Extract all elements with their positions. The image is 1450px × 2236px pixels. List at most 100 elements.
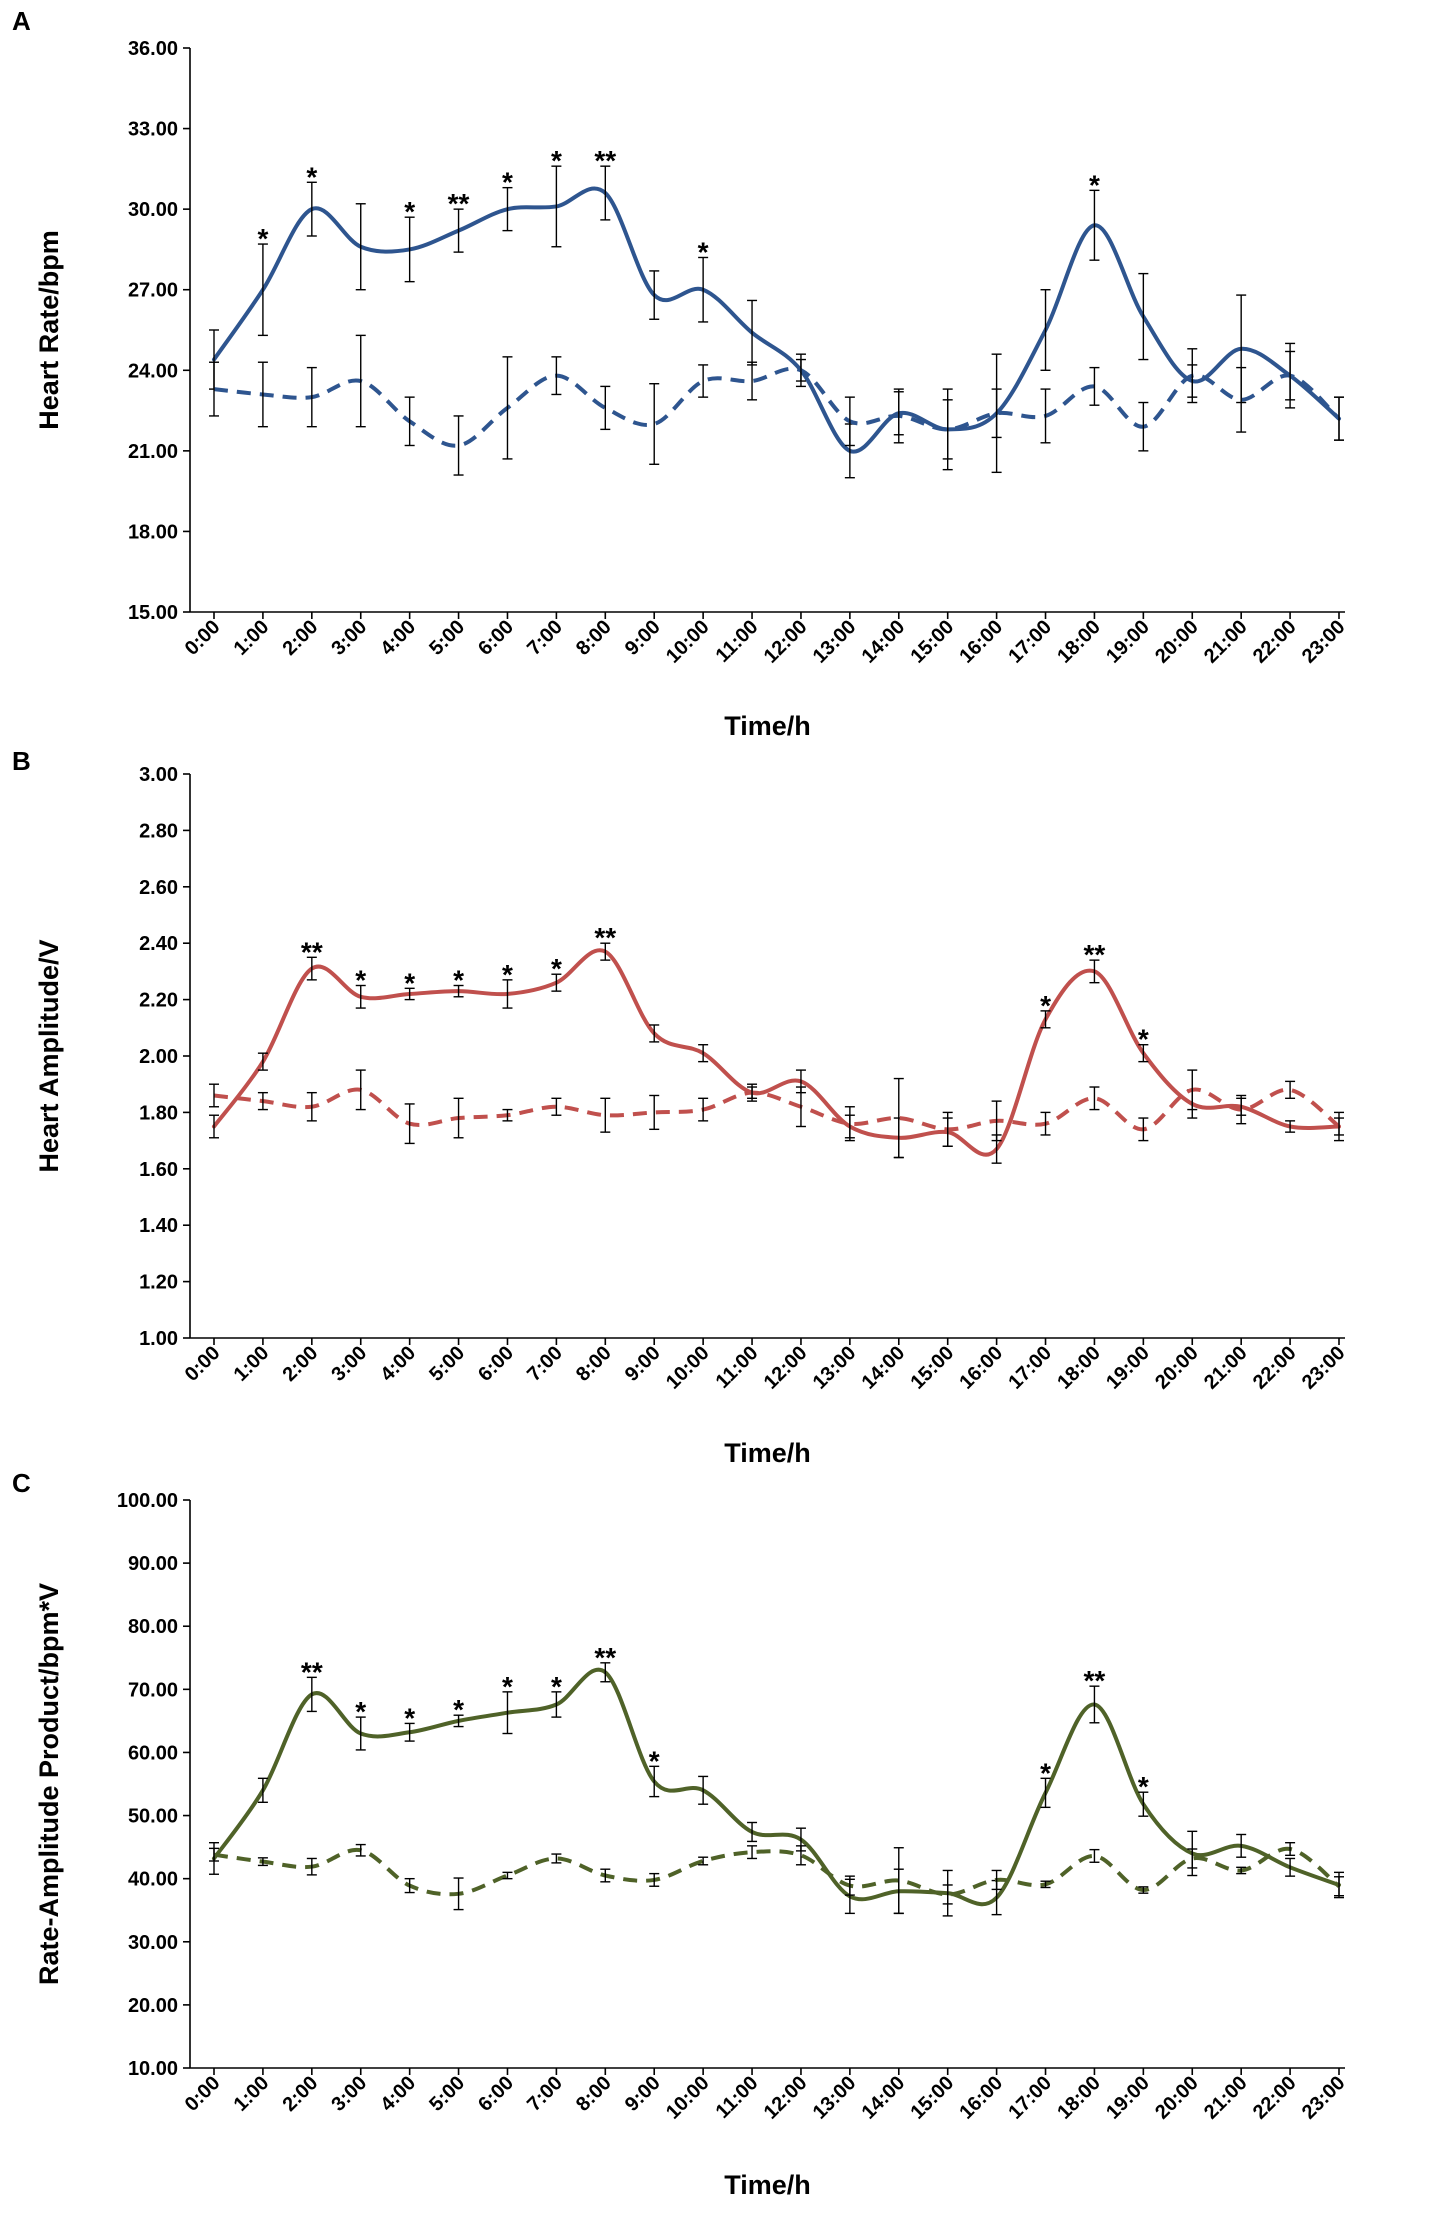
x-tick-label: 15:00 xyxy=(907,2072,959,2124)
error-bar xyxy=(1040,1111,1051,1136)
error-bar xyxy=(600,1097,611,1133)
x-axis-title: Time/h xyxy=(724,1438,811,1468)
x-tick-label: 8:00 xyxy=(572,1342,616,1386)
y-tick-label: 1.40 xyxy=(139,1215,178,1237)
error-bar xyxy=(698,1097,709,1122)
error-bar xyxy=(698,1775,709,1805)
x-tick-label: 21:00 xyxy=(1200,616,1252,668)
error-bar xyxy=(1236,1833,1247,1858)
x-tick-label: 11:00 xyxy=(712,2072,763,2123)
error-bar xyxy=(1089,189,1100,261)
error-bar xyxy=(306,1676,317,1713)
series-line-dashed xyxy=(213,1846,1341,1897)
series-dashed xyxy=(209,334,1344,476)
significance-marker: * xyxy=(1040,990,1051,1021)
error-bar xyxy=(747,1821,758,1843)
y-tick-label: 2.40 xyxy=(139,933,178,955)
error-bar xyxy=(747,1083,758,1102)
error-bar xyxy=(355,1716,366,1751)
significance-marker: ** xyxy=(1084,939,1106,970)
panel-letter: B xyxy=(12,746,31,776)
error-bar xyxy=(257,1091,268,1111)
x-tick-label: 4:00 xyxy=(376,2072,420,2116)
significance-marker: ** xyxy=(594,922,616,953)
x-tick-label: 7:00 xyxy=(523,1342,567,1386)
x-tick-label: 0:00 xyxy=(181,616,225,660)
error-bar xyxy=(747,361,758,401)
error-bar xyxy=(698,1044,709,1063)
error-bar xyxy=(1236,366,1247,433)
error-bar xyxy=(600,1662,611,1683)
error-bar xyxy=(893,388,904,444)
error-bar xyxy=(355,203,366,291)
significance-marker: ** xyxy=(301,1656,323,1687)
panel-letter: A xyxy=(12,6,31,36)
error-bar xyxy=(502,356,513,460)
series-line-dashed xyxy=(213,366,1341,448)
error-bar xyxy=(453,415,464,476)
error-bar xyxy=(1089,1086,1100,1111)
error-bar xyxy=(991,388,1002,439)
x-tick-label: 14:00 xyxy=(858,616,910,668)
significance-marker: * xyxy=(355,1696,366,1727)
error-bar xyxy=(649,383,660,465)
x-tick-label: 23:00 xyxy=(1298,1342,1350,1394)
panel-letter: C xyxy=(12,1468,31,1498)
y-tick-label: 1.60 xyxy=(139,1159,178,1181)
significance-marker: * xyxy=(551,1671,562,1702)
error-bar xyxy=(1040,388,1051,444)
error-bar xyxy=(600,165,611,221)
y-tick-label: 1.00 xyxy=(139,1328,178,1350)
x-tick-label: 14:00 xyxy=(858,1342,910,1394)
error-bar xyxy=(1138,1117,1149,1142)
series-solid xyxy=(209,1662,1344,1917)
x-tick-label: 12:00 xyxy=(760,2072,812,2124)
error-bar xyxy=(551,1691,562,1718)
error-bar xyxy=(502,979,513,1009)
x-tick-label: 16:00 xyxy=(955,1342,1007,1394)
x-tick-label: 1:00 xyxy=(230,616,274,660)
error-bar xyxy=(1040,289,1051,371)
x-tick-label: 17:00 xyxy=(1004,1342,1056,1394)
x-tick-label: 7:00 xyxy=(523,616,567,660)
y-tick-label: 1.20 xyxy=(139,1272,178,1294)
x-tick-label: 4:00 xyxy=(376,616,420,660)
error-bar xyxy=(1285,1120,1296,1133)
x-tick-label: 14:00 xyxy=(858,2072,910,2124)
error-bar xyxy=(502,186,513,232)
x-tick-label: 17:00 xyxy=(1004,616,1056,668)
error-bar xyxy=(551,1097,562,1116)
error-bar xyxy=(649,1872,660,1887)
error-bar xyxy=(795,1845,806,1866)
error-bar xyxy=(355,984,366,1009)
error-bar xyxy=(306,956,317,981)
error-bar xyxy=(306,366,317,428)
error-bar xyxy=(209,361,219,417)
error-bar xyxy=(649,270,660,320)
y-tick-label: 21.00 xyxy=(128,441,178,463)
significance-marker: * xyxy=(453,1694,464,1725)
significance-marker: * xyxy=(404,967,415,998)
x-tick-label: 13:00 xyxy=(809,1342,861,1394)
error-bar xyxy=(649,1024,660,1043)
error-bar xyxy=(404,1722,415,1742)
x-tick-label: 5:00 xyxy=(425,616,469,660)
error-bar xyxy=(502,1691,513,1735)
x-axis-title: Time/h xyxy=(724,2170,811,2200)
error-bar xyxy=(844,396,855,447)
x-tick-label: 6:00 xyxy=(474,616,518,660)
x-tick-label: 6:00 xyxy=(474,2072,518,2116)
x-tick-label: 7:00 xyxy=(523,2072,567,2116)
y-tick-label: 30.00 xyxy=(128,1932,178,1954)
error-bar xyxy=(404,987,415,1001)
significance-marker: * xyxy=(502,167,513,198)
y-tick-label: 2.20 xyxy=(139,990,178,1012)
error-bar xyxy=(1285,1857,1296,1877)
x-tick-label: 23:00 xyxy=(1298,2072,1350,2124)
error-bar xyxy=(502,1108,513,1122)
error-bar xyxy=(698,1856,709,1866)
y-tick-label: 40.00 xyxy=(128,1869,178,1891)
x-tick-label: 20:00 xyxy=(1151,1342,1203,1394)
error-bar xyxy=(942,399,953,460)
error-bar xyxy=(747,1845,758,1860)
